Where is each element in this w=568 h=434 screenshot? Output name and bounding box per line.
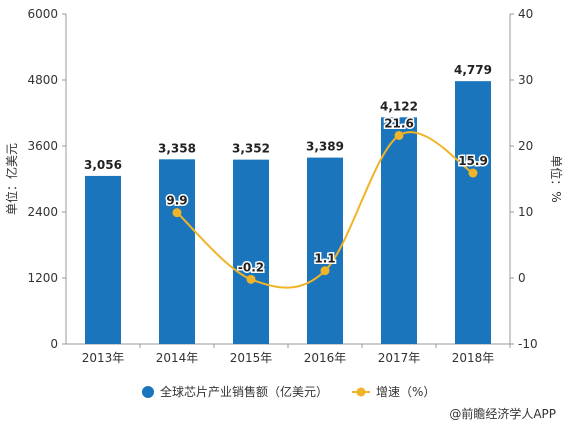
legend-bar-label: 全球芯片产业销售额（亿美元） [160,384,328,399]
bar-value-label: 3,389 [306,140,344,154]
bar [381,117,417,344]
growth-point [246,274,256,284]
legend-line-dot [356,387,366,397]
growth-value-label: 9.9 [166,194,187,208]
y-left-tick-label: 6000 [27,7,58,21]
y-right-tick-label: -10 [518,337,538,351]
bar [307,157,343,344]
y-left-tick-label: 4800 [27,73,58,87]
growth-value-label: -0.2 [238,260,264,274]
x-tick-label: 2016年 [304,351,347,365]
legend-bar-marker [142,386,154,398]
growth-point [394,130,404,140]
y-left-tick-label: 2400 [27,205,58,219]
x-tick-label: 2017年 [378,351,421,365]
y-right-tick-label: 20 [518,139,533,153]
x-tick-label: 2013年 [82,351,125,365]
x-tick-label: 2018年 [452,351,495,365]
bar [159,159,195,344]
bar-value-label: 3,056 [84,158,122,172]
y-right-tick-label: 10 [518,205,533,219]
y-left-axis-title: 单位：亿美元 [4,143,19,215]
y-left-tick-label: 1200 [27,271,58,285]
bar-value-label: 3,358 [158,141,196,155]
growth-value-label: 1.1 [314,252,335,266]
bar-value-label: 4,779 [454,63,492,77]
growth-point [468,168,478,178]
growth-value-label: 21.6 [384,116,414,130]
growth-point [320,266,330,276]
bar [455,81,491,344]
y-left-tick-label: 0 [50,337,58,351]
bar [233,159,269,344]
bar [85,175,121,344]
legend-line-label: 增速（%） [376,385,435,399]
y-left-tick-label: 3600 [27,139,58,153]
y-right-tick-label: 0 [518,271,526,285]
growth-point [172,208,182,218]
y-right-axis-title: 单位：% [549,155,564,202]
x-tick-label: 2015年 [230,351,273,365]
y-right-tick-label: 30 [518,73,533,87]
x-tick-label: 2014年 [156,351,199,365]
source-label: @前瞻经济学人APP [449,407,556,421]
bar-value-label: 3,352 [232,142,270,156]
y-right-tick-label: 40 [518,7,533,21]
growth-value-label: 15.9 [458,154,488,168]
bar-value-label: 4,122 [380,99,418,113]
